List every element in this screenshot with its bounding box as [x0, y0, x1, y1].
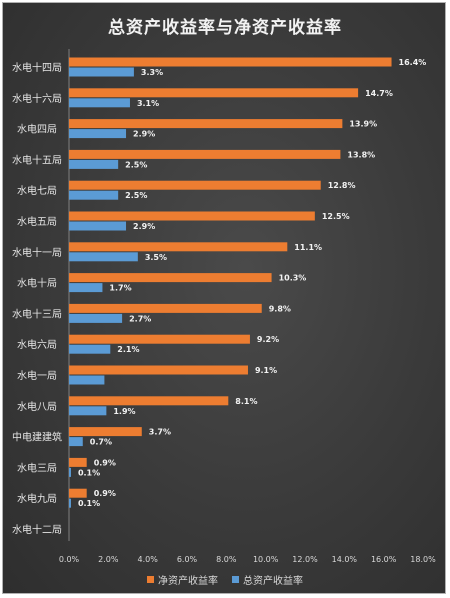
category-label: 水电九局: [17, 492, 57, 505]
x-tick-label: 16.0%: [371, 555, 397, 564]
roa-data-label: 0.7%: [90, 438, 112, 447]
category-label: 水电三局: [17, 461, 57, 474]
roe-bar: [69, 488, 87, 498]
roa-bar: [69, 313, 123, 323]
roa-data-label: 3.5%: [145, 253, 167, 262]
chart-title: 总资产收益率与净资产收益率: [108, 18, 342, 38]
category-label: 水电五局: [17, 215, 57, 228]
roa-bar: [69, 406, 107, 416]
category-label: 水电十三局: [12, 307, 62, 320]
roa-bar: [69, 221, 127, 231]
roe-bar: [69, 457, 87, 467]
x-tick-label: 6.0%: [177, 555, 198, 564]
roe-bar: [69, 427, 142, 437]
roe-data-label: 3.7%: [149, 428, 171, 437]
roa-data-label: 2.1%: [117, 345, 139, 354]
x-tick-label: 12.0%: [292, 555, 318, 564]
roe-bar: [69, 303, 262, 313]
chart-frame: 总资产收益率与净资产收益率 水电十四局 16.4% 3.3% 水电十六局 14.7% 3.…: [2, 2, 446, 594]
x-tick-label: 8.0%: [216, 555, 237, 564]
roa-bar: [69, 375, 105, 385]
roe-data-label: 12.5%: [322, 212, 350, 221]
roa-bar: [69, 159, 119, 169]
roa-bar: [69, 344, 111, 354]
roa-data-label: 3.3%: [141, 68, 163, 77]
category-label: 水电十一局: [12, 246, 62, 259]
roa-data-label: 0.1%: [78, 499, 100, 508]
roe-data-label: 8.1%: [235, 397, 257, 406]
roe-bar: [69, 334, 250, 344]
roe-bar: [69, 88, 359, 98]
roe-bar: [69, 242, 288, 252]
legend-label-roa: 总资产收益率: [243, 576, 303, 587]
roa-data-label: 2.7%: [129, 314, 151, 323]
category-label: 水电一局: [17, 369, 57, 382]
roa-bar: [69, 98, 130, 108]
category-label: 中电建建筑: [12, 431, 62, 444]
category-label: 水电十二局: [12, 523, 62, 536]
x-tick-label: 2.0%: [98, 555, 119, 564]
roa-data-label: 0.1%: [78, 468, 100, 477]
category-label: 水电十六局: [12, 92, 62, 105]
roa-bar: [69, 129, 127, 139]
roe-data-label: 14.7%: [365, 89, 393, 98]
roa-bar: [69, 437, 83, 447]
category-label: 水电十五局: [12, 153, 62, 166]
roe-data-label: 12.8%: [328, 181, 356, 190]
roa-data-label: 1.9%: [113, 407, 135, 416]
roe-data-label: 9.1%: [255, 366, 277, 375]
roe-bar: [69, 180, 321, 190]
roa-data-label: 2.5%: [125, 160, 147, 169]
roa-data-label: 2.9%: [133, 130, 155, 139]
roe-bar: [69, 211, 315, 221]
category-label: 水电十四局: [12, 61, 62, 74]
legend-item-roa: 总资产收益率: [232, 572, 303, 587]
roa-bar: [69, 283, 103, 293]
x-tick-label: 18.0%: [410, 555, 436, 564]
roe-bar: [69, 57, 392, 67]
roe-bar: [69, 396, 229, 406]
roa-bar: [69, 467, 71, 477]
category-label: 水电六局: [17, 338, 57, 351]
legend-swatch-roa: [232, 576, 239, 583]
legend-swatch-roe: [147, 576, 154, 583]
roe-data-label: 13.8%: [347, 150, 375, 159]
category-label: 水电四局: [17, 123, 57, 136]
roa-bar: [69, 67, 134, 77]
roa-data-label: 1.7%: [109, 284, 131, 293]
roe-data-label: 9.2%: [257, 335, 279, 344]
roa-data-label: 2.5%: [125, 191, 147, 200]
bar-chart: 水电十四局 16.4% 3.3% 水电十六局 14.7% 3.1% 水电四局 13.9% 2.9…: [12, 49, 436, 564]
legend: 净资产收益率 总资产收益率: [3, 572, 445, 587]
roa-bar: [69, 252, 138, 262]
x-tick-label: 0.0%: [59, 555, 80, 564]
roe-data-label: 0.9%: [94, 489, 116, 498]
roa-data-label: 3.1%: [137, 99, 159, 108]
roe-bar: [69, 119, 343, 129]
roe-bar: [69, 149, 341, 159]
roe-data-label: 10.3%: [279, 274, 307, 283]
x-tick-label: 10.0%: [253, 555, 279, 564]
roa-bar: [69, 498, 71, 508]
category-label: 水电七局: [17, 184, 57, 197]
x-tick-label: 4.0%: [138, 555, 159, 564]
roe-data-label: 11.1%: [294, 243, 322, 252]
legend-item-roe: 净资产收益率: [147, 572, 218, 587]
roe-bar: [69, 365, 248, 375]
roa-data-label: 2.9%: [133, 222, 155, 231]
roe-data-label: 9.8%: [269, 304, 291, 313]
roe-data-label: 13.9%: [349, 120, 377, 129]
roe-bar: [69, 273, 272, 283]
category-label: 水电八局: [17, 400, 57, 413]
category-label: 水电十局: [17, 277, 57, 290]
roe-data-label: 0.9%: [94, 458, 116, 467]
roe-data-label: 16.4%: [399, 58, 427, 67]
legend-label-roe: 净资产收益率: [158, 576, 218, 587]
roa-bar: [69, 190, 119, 200]
x-tick-label: 14.0%: [332, 555, 358, 564]
